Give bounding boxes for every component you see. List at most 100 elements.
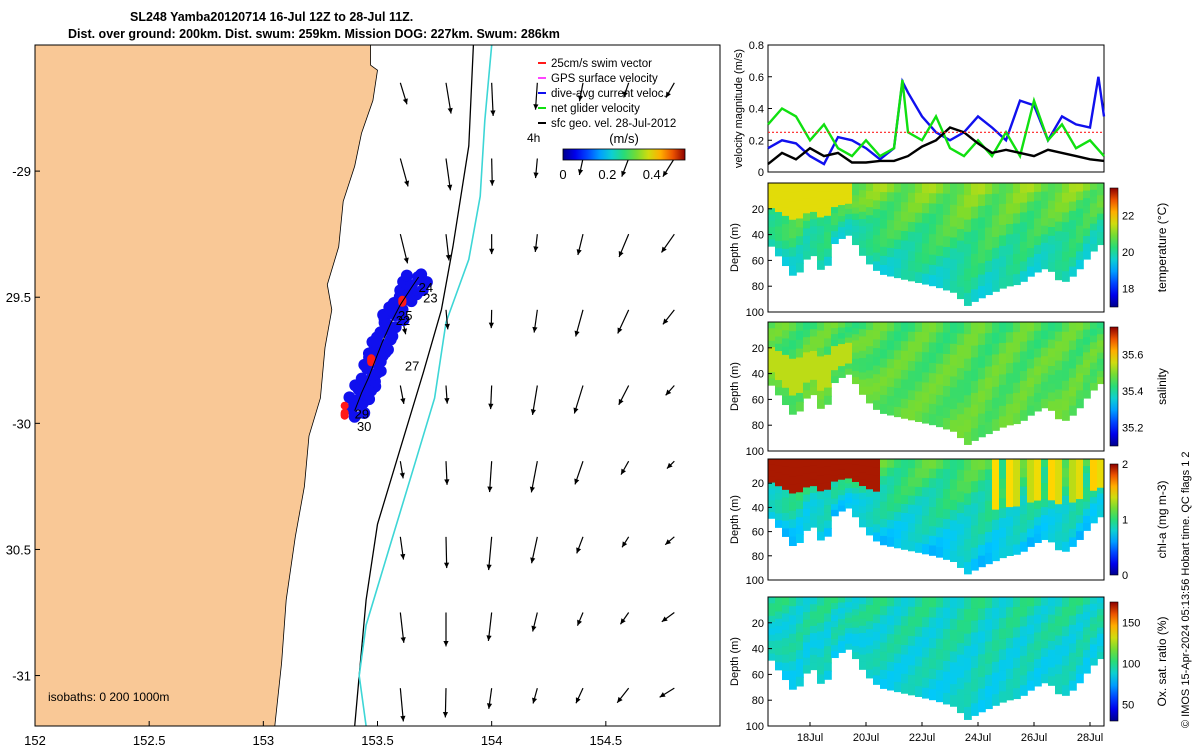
heatmap-cell: [768, 233, 776, 241]
heatmap-cell: [999, 332, 1007, 344]
heatmap-cell: [873, 330, 881, 341]
heatmap-cell: [908, 331, 916, 343]
heatmap-cell: [985, 422, 993, 435]
heatmap-cell: [817, 373, 825, 384]
heatmap-cell: [831, 376, 839, 384]
heatmap-cell: [831, 651, 839, 659]
heatmap-cell: [866, 669, 874, 679]
heatmap-cell: [803, 650, 811, 659]
sfc-vel-arrow: [399, 688, 404, 722]
heatmap-cell: [859, 343, 867, 352]
heatmap-cell: [901, 654, 909, 665]
heatmap-bg: [768, 459, 1104, 580]
heatmap-cell: [803, 619, 811, 629]
heatmap-cell: [880, 385, 888, 396]
heatmap-cell: [1041, 339, 1049, 349]
heatmap-cell: [796, 459, 804, 469]
heatmap-cell: [838, 221, 846, 228]
heatmap-cell: [866, 378, 874, 388]
heatmap-cell: [1013, 213, 1021, 225]
heatmap-cell: [1013, 617, 1021, 629]
heatmap-cell: [1083, 619, 1091, 629]
heatmap-cell: [859, 358, 867, 367]
heatmap-cell: [838, 216, 846, 223]
heatmap-cell: [943, 499, 951, 510]
heatmap-cell: [1020, 261, 1028, 273]
heatmap-cell: [803, 473, 811, 482]
heatmap-cell: [936, 203, 944, 216]
sfc-vel-arrowhead: [532, 326, 538, 333]
heatmap-cell: [831, 633, 839, 640]
heatmap-cell: [978, 512, 986, 525]
heatmap-cell: [971, 416, 979, 430]
heatmap-cell: [810, 506, 818, 515]
heatmap-cell: [810, 379, 818, 388]
heatmap-cell: [992, 193, 1000, 206]
heatmap-cell: [1048, 183, 1056, 193]
heatmap-cell: [824, 330, 832, 340]
heatmap-cell: [929, 497, 937, 508]
heatmap-cell: [1020, 626, 1028, 638]
heatmap-cell: [999, 395, 1007, 407]
colorbar-label: Ox. sat. ratio (%): [1155, 616, 1169, 706]
depth-y-label: Depth (m): [729, 637, 741, 686]
heatmap-cell: [782, 387, 790, 397]
heatmap-cell: [866, 330, 874, 339]
heatmap-cell: [1083, 459, 1091, 467]
heatmap-cell: [999, 468, 1007, 480]
heatmap-cell: [852, 377, 860, 385]
heatmap-cell: [999, 363, 1007, 376]
heatmap-cell: [1048, 605, 1056, 616]
sfc-vel-arrowhead: [445, 254, 451, 261]
heatmap-cell: [908, 251, 916, 262]
heatmap-cell: [901, 606, 909, 617]
heatmap-cell: [908, 504, 916, 515]
heatmap-cell: [1006, 332, 1014, 344]
heatmap-cell: [971, 492, 979, 505]
speed-series-swim-speed: [767, 126, 1105, 166]
heatmap-cell: [894, 359, 902, 370]
heatmap-cell: [782, 671, 790, 681]
track-line: [354, 276, 420, 411]
heatmap-cell: [880, 615, 888, 626]
heatmap-cell: [796, 525, 804, 535]
heatmap-cell: [796, 533, 804, 543]
heatmap-cell: [1097, 213, 1104, 221]
heatmap-cell: [1069, 210, 1077, 221]
heatmap-cell: [943, 225, 951, 238]
heatmap-cell: [1076, 523, 1084, 532]
heatmap-cell: [1055, 540, 1063, 551]
heatmap-cell: [831, 481, 839, 489]
heatmap-cell: [978, 619, 986, 633]
heatmap-cell: [1006, 383, 1014, 395]
heatmap-cell: [985, 366, 993, 379]
heatmap-cell: [978, 379, 986, 392]
x-tick-label: 153: [252, 733, 274, 748]
heatmap-cell: [1034, 262, 1042, 273]
heatmap-cell: [1048, 623, 1056, 634]
heatmap-cell: [950, 662, 958, 675]
sfc-vel-arrowhead: [618, 398, 624, 405]
heatmap-cell: [950, 499, 958, 511]
heatmap-cell: [1076, 356, 1084, 366]
heatmap-cell: [1013, 233, 1021, 245]
heatmap-cell: [971, 194, 979, 208]
heatmap-cell: [789, 340, 797, 351]
heatmap-cell: [1062, 400, 1070, 412]
heatmap-cell: [915, 371, 923, 383]
heatmap-cell: [768, 464, 776, 472]
heatmap-cell: [789, 624, 797, 635]
sfc-vel-arrow: [488, 536, 493, 571]
heatmap-cell: [1062, 183, 1070, 194]
heatmap-cell: [824, 629, 832, 639]
heatmap-cell: [915, 656, 923, 668]
heatmap-cell: [859, 211, 867, 220]
heatmap-cell: [1062, 322, 1070, 333]
heatmap-cell: [831, 334, 839, 341]
speed-y-tick-label: 0.6: [749, 72, 764, 84]
heatmap-cell: [908, 390, 916, 401]
track-dot: [355, 372, 368, 385]
heatmap-cell: [768, 366, 776, 374]
heatmap-cell: [796, 492, 804, 502]
heatmap-cell: [1048, 374, 1056, 385]
